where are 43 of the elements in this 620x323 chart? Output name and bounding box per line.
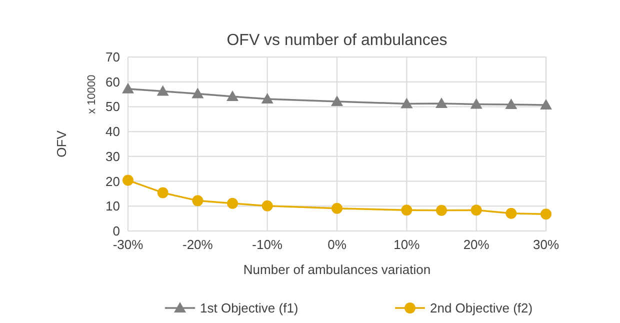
point — [436, 97, 448, 108]
y-tick-label: 20 — [106, 174, 120, 189]
x-tick-label: 20% — [463, 237, 490, 252]
point — [122, 82, 134, 94]
y-tick-label: 0 — [112, 224, 120, 238]
legend-label: 2nd Objective (f2) — [430, 300, 533, 316]
point — [470, 98, 482, 109]
text: x 10000 — [86, 74, 98, 114]
point — [400, 98, 413, 108]
point — [332, 202, 342, 214]
y-tick-label: 50 — [106, 99, 120, 114]
x-tick-label: 10% — [394, 237, 420, 252]
point — [540, 98, 552, 110]
y-tick-label: 70 — [106, 50, 120, 64]
x-tick-label: -20% — [182, 237, 214, 252]
x-tick-label: 30% — [532, 237, 560, 252]
point — [506, 208, 517, 219]
point — [192, 195, 204, 206]
point — [401, 204, 412, 216]
x-tick-label: -10% — [252, 237, 283, 252]
point — [192, 88, 204, 98]
point — [436, 204, 447, 216]
point — [261, 93, 274, 104]
y-tick-label: 60 — [106, 74, 120, 90]
chart-title: OFV vs number of ambulances — [226, 32, 448, 49]
legend-label: 1st Objective (f1) — [200, 300, 298, 316]
x-axis-title: Number of ambulances variation — [243, 262, 431, 277]
point — [505, 98, 518, 109]
point — [122, 174, 134, 186]
point — [470, 204, 482, 216]
point — [227, 198, 238, 209]
y-tick-label: 30 — [106, 148, 120, 164]
y-tick-label: 40 — [106, 124, 120, 140]
point — [226, 90, 238, 102]
point — [331, 95, 343, 106]
point — [156, 85, 169, 96]
y-axis-title: OFV — [54, 130, 69, 158]
point — [157, 187, 168, 198]
point — [540, 208, 552, 220]
x-tick-label: -30% — [112, 237, 144, 252]
y-tick-label: 10 — [106, 198, 120, 214]
x-tick-label: 0% — [328, 237, 347, 252]
point — [262, 200, 273, 212]
